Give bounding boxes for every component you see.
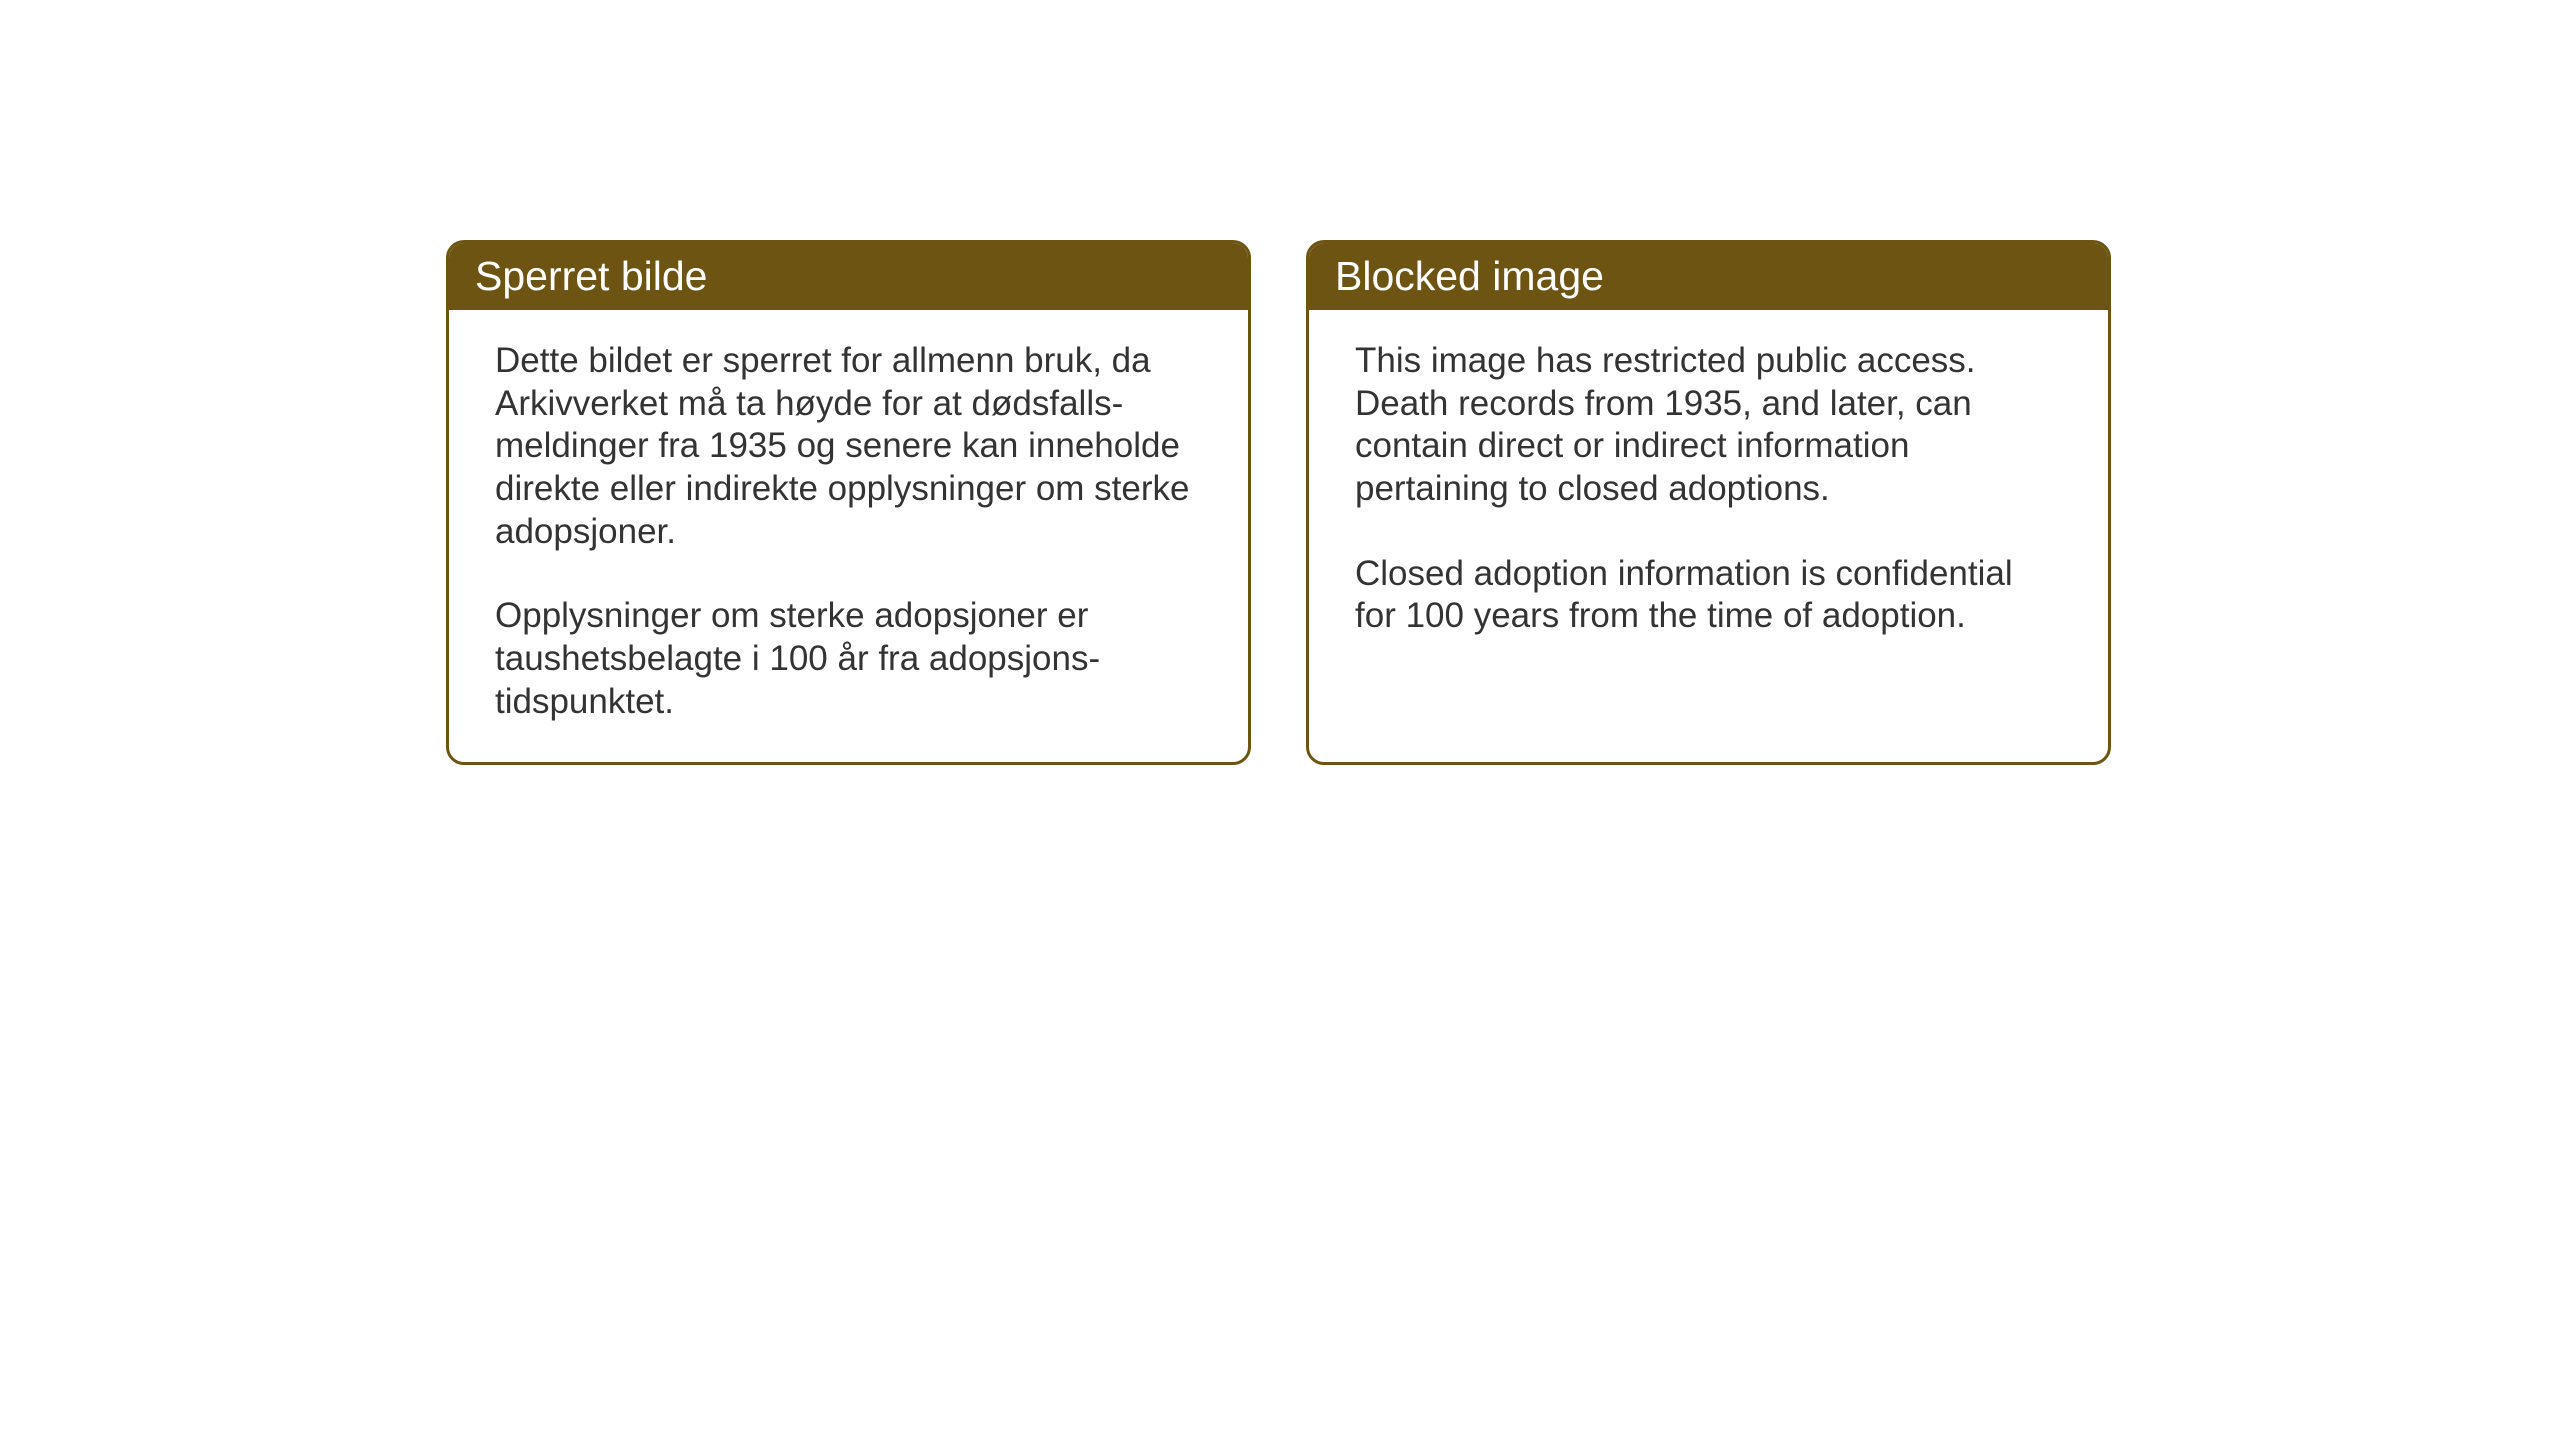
norwegian-notice-card: Sperret bilde Dette bildet er sperret fo… — [446, 240, 1251, 765]
norwegian-paragraph-1: Dette bildet er sperret for allmenn bruk… — [495, 340, 1202, 553]
english-paragraph-2: Closed adoption information is confident… — [1355, 553, 2062, 638]
english-card-body: This image has restricted public access.… — [1309, 310, 2108, 676]
norwegian-card-title: Sperret bilde — [449, 243, 1248, 310]
norwegian-card-body: Dette bildet er sperret for allmenn bruk… — [449, 310, 1248, 762]
english-card-title: Blocked image — [1309, 243, 2108, 310]
norwegian-paragraph-2: Opplysninger om sterke adopsjoner er tau… — [495, 595, 1202, 723]
english-notice-card: Blocked image This image has restricted … — [1306, 240, 2111, 765]
english-paragraph-1: This image has restricted public access.… — [1355, 340, 2062, 511]
notice-container: Sperret bilde Dette bildet er sperret fo… — [446, 240, 2111, 765]
